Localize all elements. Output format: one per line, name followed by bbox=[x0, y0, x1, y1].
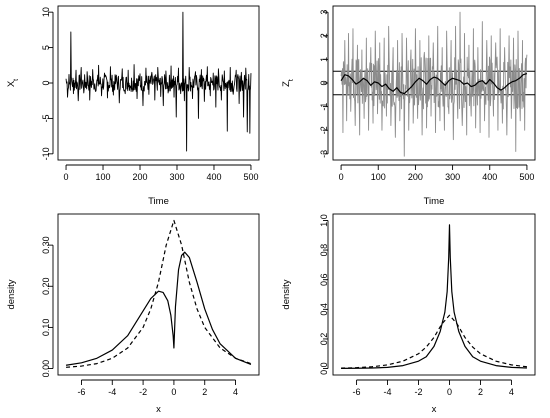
y-tick-label: 1.0 bbox=[319, 214, 329, 227]
y-tick-label: -5 bbox=[41, 114, 51, 122]
data-layer bbox=[65, 11, 252, 152]
y-axis-title-main: Z bbox=[281, 81, 292, 87]
y-axis-title: density bbox=[281, 279, 292, 309]
data-layer bbox=[341, 224, 527, 370]
y-axis-title: Xt bbox=[6, 79, 20, 87]
x-tick-label: -2 bbox=[415, 387, 423, 397]
x-axis-title: Time bbox=[148, 196, 169, 207]
y-tick-label: 0 bbox=[319, 80, 329, 85]
y-axis-title-subscript: t bbox=[288, 79, 295, 81]
chart-panel-top-left: 0 100 200 300 400 500 -10 -5 0 5 10 Time Xt bbox=[6, 5, 260, 207]
chart-panel-top-right: 0 100 200 300 400 500 -3 -2 -1 0 1 2 3 Time Zt bbox=[281, 5, 536, 207]
y-tick-label: -1 bbox=[319, 103, 329, 111]
x-tick-label: 500 bbox=[519, 172, 534, 182]
series-line-0 bbox=[65, 11, 252, 152]
y-tick-label: -2 bbox=[319, 126, 329, 134]
x-tick-label: -2 bbox=[139, 387, 147, 397]
x-axis-title: x bbox=[156, 404, 161, 415]
y-tick-label: 0.2 bbox=[319, 333, 329, 346]
y-tick-label: 5 bbox=[41, 45, 51, 50]
plot-frame bbox=[332, 5, 536, 161]
data-layer bbox=[65, 219, 252, 368]
y-axis-title-main: X bbox=[6, 80, 17, 87]
x-tick-label: 500 bbox=[243, 172, 258, 182]
x-tick-label: 300 bbox=[169, 172, 184, 182]
series-line-1 bbox=[341, 314, 527, 369]
plot-frame bbox=[57, 5, 260, 161]
y-axis-title-main: density bbox=[6, 279, 17, 309]
x-axis-title: Time bbox=[424, 196, 445, 207]
plot-frame bbox=[332, 213, 536, 376]
y-axis-title-main: density bbox=[281, 279, 292, 309]
x-tick-label: 400 bbox=[482, 172, 497, 182]
x-tick-label: 0 bbox=[339, 172, 344, 182]
x-tick-label: -6 bbox=[353, 387, 361, 397]
series-line-0 bbox=[340, 11, 528, 157]
y-tick-label: 0.00 bbox=[41, 360, 51, 378]
x-tick-label: -4 bbox=[108, 387, 116, 397]
y-tick-label: 2 bbox=[319, 33, 329, 38]
x-tick-label: 0 bbox=[447, 387, 452, 397]
y-tick-label: 0.4 bbox=[319, 303, 329, 316]
y-tick-label: -10 bbox=[41, 147, 51, 160]
y-axis-title: density bbox=[6, 279, 17, 309]
y-axis-title: Zt bbox=[281, 79, 295, 87]
y-tick-label: 0.8 bbox=[319, 244, 329, 257]
x-tick-label: 100 bbox=[371, 172, 386, 182]
x-tick-label: 300 bbox=[445, 172, 460, 182]
y-tick-label: 10 bbox=[41, 7, 51, 17]
x-tick-label: 4 bbox=[509, 387, 514, 397]
x-tick-label: 4 bbox=[233, 387, 238, 397]
series-line-0 bbox=[65, 251, 252, 366]
y-axis-title-subscript: t bbox=[13, 79, 20, 81]
x-axis-title: x bbox=[432, 404, 437, 415]
plot-frame bbox=[57, 213, 260, 376]
y-tick-label: 0.6 bbox=[319, 273, 329, 286]
series-line-1 bbox=[65, 219, 252, 368]
x-tick-label: 200 bbox=[408, 172, 423, 182]
x-tick-label: 200 bbox=[132, 172, 147, 182]
y-tick-label: 0.30 bbox=[41, 236, 51, 254]
x-tick-label: 400 bbox=[206, 172, 221, 182]
x-tick-label: -6 bbox=[77, 387, 85, 397]
y-tick-label: 0.0 bbox=[319, 362, 329, 375]
x-tick-label: 0 bbox=[171, 387, 176, 397]
x-tick-label: 0 bbox=[64, 172, 69, 182]
y-tick-label: -3 bbox=[319, 150, 329, 158]
chart-panel-bottom-left: -6 -4 -2 0 2 4 0.00 0.10 0.20 0.30 x density bbox=[6, 213, 260, 415]
series-line-0 bbox=[341, 224, 527, 370]
y-tick-label: 0.10 bbox=[41, 319, 51, 337]
x-tick-label: -4 bbox=[384, 387, 392, 397]
x-tick-label: 2 bbox=[478, 387, 483, 397]
y-tick-label: 0 bbox=[41, 80, 51, 85]
x-tick-label: 2 bbox=[202, 387, 207, 397]
y-tick-label: 0.20 bbox=[41, 278, 51, 296]
series-line-1 bbox=[340, 72, 528, 95]
x-tick-label: 100 bbox=[96, 172, 111, 182]
y-tick-label: 3 bbox=[319, 10, 329, 15]
y-tick-label: 1 bbox=[319, 57, 329, 62]
data-layer bbox=[333, 11, 535, 157]
chart-panel-bottom-right: -6 -4 -2 0 2 4 0.0 0.2 0.4 0.6 0.8 1.0 x density bbox=[281, 213, 536, 415]
